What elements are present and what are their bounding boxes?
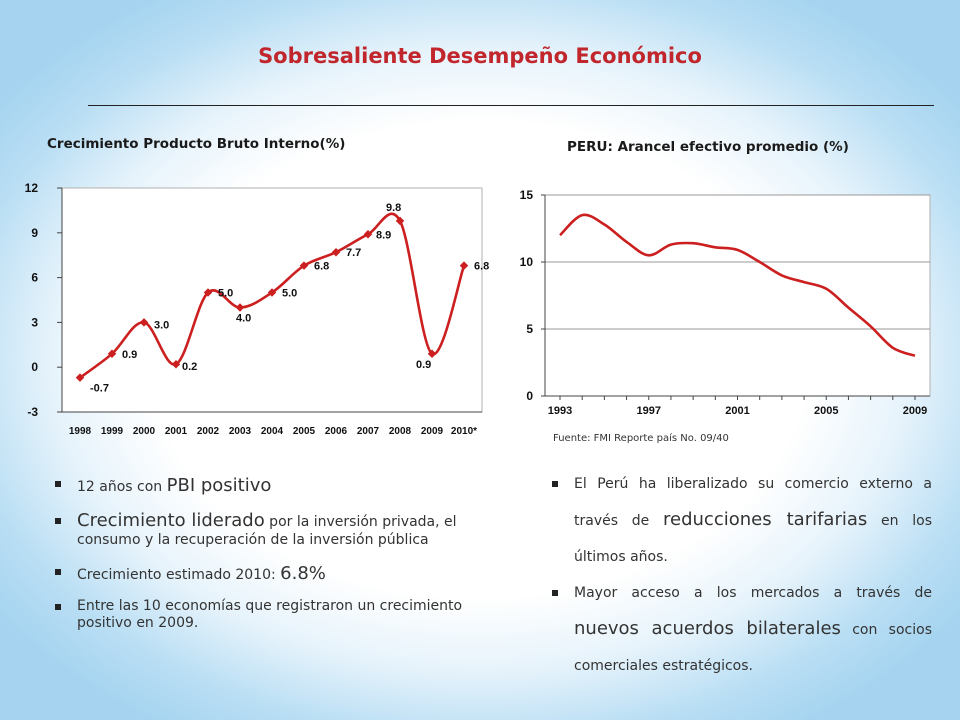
x-tick-label: 1998 xyxy=(69,426,92,437)
gdp-data-point xyxy=(363,230,373,239)
y-tick-label: 5 xyxy=(526,322,533,336)
gdp-chart: 12 9 6 3 0 -3 1998 1999 2000 2001 2002 2003 2004 2005… xyxy=(25,181,490,437)
gdp-data-label: 9.8 xyxy=(386,202,401,214)
bullet-top-10: Entre las 10 economías que registraron u… xyxy=(55,598,495,632)
gdp-data-point xyxy=(331,247,341,257)
gdp-series-line xyxy=(79,212,466,379)
y-tick-label: 6 xyxy=(31,271,38,285)
y-tick-label: 9 xyxy=(31,226,38,240)
gdp-data-point xyxy=(267,288,277,297)
x-tick-label: 2007 xyxy=(357,426,380,437)
gdp-data-label: 0.2 xyxy=(182,361,197,373)
y-tick-label: 0 xyxy=(526,389,533,403)
x-tick-label: 1997 xyxy=(637,405,661,417)
gdp-data-point xyxy=(139,318,149,327)
gdp-data-point xyxy=(459,261,469,270)
gdp-data-point xyxy=(299,261,309,270)
gdp-data-label: 5.0 xyxy=(282,288,297,300)
x-tick-label: 1999 xyxy=(101,426,124,437)
x-tick-label: 2000 xyxy=(133,426,156,437)
x-tick-label: 2004 xyxy=(261,426,284,437)
gdp-data-label: 8.9 xyxy=(376,229,391,241)
gdp-chart-title: Crecimiento Producto Bruto Interno(%) xyxy=(47,136,346,152)
gdp-data-label: 6.8 xyxy=(314,261,329,273)
gdp-data-label: -0.7 xyxy=(90,383,109,395)
y-tick-label: 10 xyxy=(520,255,534,269)
bullet-market-access: Mayor acceso a los mercados a través de … xyxy=(552,575,932,684)
x-tick-label: 1993 xyxy=(548,405,572,417)
bullet-positive-gdp: 12 años con PBI positivo xyxy=(55,475,495,496)
x-tick-label: 2009 xyxy=(421,426,444,437)
y-tick-label: -3 xyxy=(27,405,38,419)
y-tick-label: 0 xyxy=(31,360,38,374)
x-tick-label: 2002 xyxy=(197,426,220,437)
y-tick-label: 12 xyxy=(25,181,39,195)
gdp-data-label: 7.7 xyxy=(346,247,361,259)
right-bullet-list: El Perú ha liberalizado su comercio exte… xyxy=(552,466,932,684)
x-tick-label: 2005 xyxy=(293,426,316,437)
tariff-chart: 15 10 5 0 1993 1997 2001 2005 2009 xyxy=(520,188,931,417)
bullet-square-icon xyxy=(552,481,558,487)
gdp-data-label: 0.9 xyxy=(416,359,431,371)
plot-area xyxy=(61,187,483,413)
gdp-data-point xyxy=(395,216,405,226)
tariff-series-line xyxy=(559,213,916,358)
gdp-data-point xyxy=(171,359,181,369)
gdp-data-point xyxy=(427,349,437,359)
title-divider xyxy=(88,105,934,106)
gdp-data-point xyxy=(235,303,245,312)
gdp-data-label: 6.8 xyxy=(474,261,489,273)
x-tick-label: 2005 xyxy=(814,405,838,417)
bullet-square-icon xyxy=(55,604,61,610)
bullet-square-icon xyxy=(55,481,61,487)
bullet-square-icon xyxy=(552,590,558,596)
x-tick-label: 2010* xyxy=(451,426,477,437)
bullet-square-icon xyxy=(55,569,61,575)
tariff-source-note: Fuente: FMI Reporte país No. 09/40 xyxy=(553,433,729,444)
slide-title: Sobresaliente Desempeño Económico xyxy=(258,44,702,68)
x-tick-label: 2001 xyxy=(725,405,749,417)
gdp-data-label: 0.9 xyxy=(122,349,137,361)
bullet-estimated-growth: Crecimiento estimado 2010: 6.8% xyxy=(55,563,495,584)
left-bullet-list: 12 años con PBI positivo Crecimiento lid… xyxy=(55,475,495,632)
plot-area xyxy=(544,194,931,397)
bullet-trade-liberalization: El Perú ha liberalizado su comercio exte… xyxy=(552,466,932,575)
x-tick-label: 2003 xyxy=(229,426,252,437)
gdp-data-label: 3.0 xyxy=(154,319,169,331)
bullet-square-icon xyxy=(55,518,61,524)
x-tick-label: 2009 xyxy=(903,405,927,417)
gdp-data-point xyxy=(75,373,85,382)
x-tick-label: 2006 xyxy=(325,426,348,437)
gdp-data-label: 5.0 xyxy=(218,288,233,300)
gdp-data-label: 4.0 xyxy=(236,312,251,324)
tariff-chart-title: PERU: Arancel efectivo promedio (%) xyxy=(567,139,849,155)
x-tick-label: 2008 xyxy=(389,426,412,437)
gdp-data-point xyxy=(107,349,117,359)
x-tick-label: 2001 xyxy=(165,426,188,437)
y-tick-label: 3 xyxy=(31,315,38,329)
y-tick-label: 15 xyxy=(520,188,534,202)
bullet-growth-led: Crecimiento liderado por la inversión pr… xyxy=(55,512,495,549)
